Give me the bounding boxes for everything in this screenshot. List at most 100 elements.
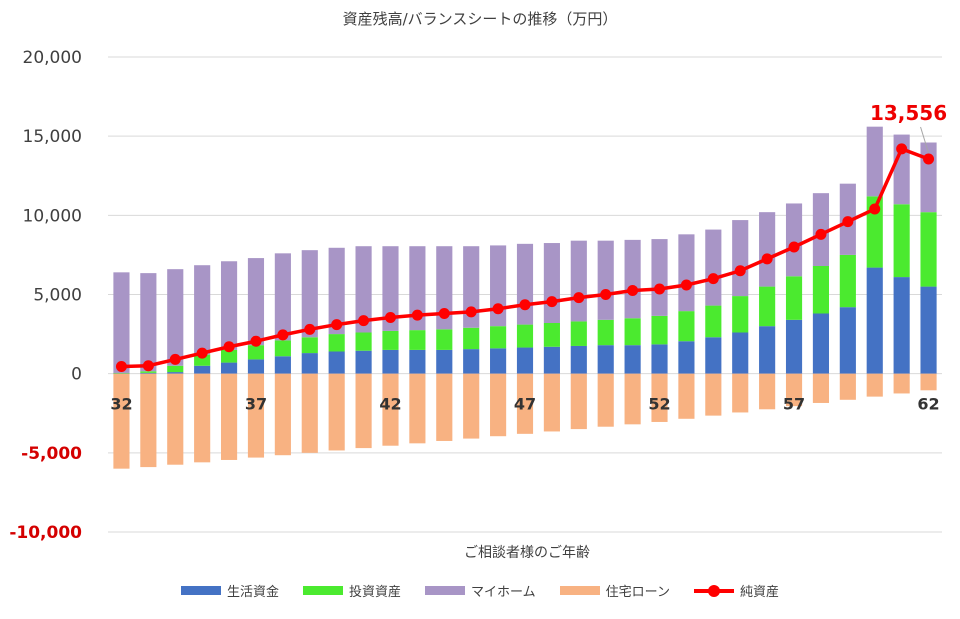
x-tick-label: 42 (379, 395, 401, 414)
bar-segment (355, 332, 372, 351)
bar-segment (247, 258, 265, 346)
bar-segment (328, 334, 345, 352)
bar-segment (732, 373, 749, 413)
bar-segment (167, 269, 184, 366)
bar-segment (785, 276, 803, 320)
bar-segment (705, 229, 722, 306)
y-tick-label: -10,000 (9, 523, 82, 543)
net-assets-line (115, 143, 935, 373)
x-tick-label: 47 (514, 395, 536, 414)
bar-segment (866, 196, 883, 268)
y-tick-label: 10,000 (23, 206, 82, 226)
line-point (842, 216, 854, 228)
legend: 生活資金 投資資産 マイホーム 住宅ローン 純資産 (0, 581, 960, 600)
bar-segment (759, 286, 776, 327)
bar-segment (382, 246, 399, 331)
bar-segment (812, 313, 830, 374)
line-point (815, 228, 827, 240)
bar-segment (274, 356, 291, 374)
bar-segment (463, 373, 480, 439)
bar-segment (893, 373, 910, 394)
bar-segment (893, 277, 910, 374)
bar-segment (543, 243, 560, 323)
line-point (654, 283, 666, 295)
bar-segment (839, 254, 856, 308)
bar-segment (274, 253, 291, 341)
x-tick-label: 57 (783, 395, 805, 414)
line-point (492, 303, 504, 315)
bar-segment (328, 247, 345, 335)
bar-segment (597, 345, 614, 374)
legend-item: マイホーム (425, 581, 536, 600)
bar-segment (490, 326, 507, 349)
bar-segment (678, 373, 695, 419)
bar-segment (705, 337, 722, 374)
bar-segment (516, 347, 534, 374)
bar-segment (328, 373, 345, 451)
bar-segment (678, 341, 695, 374)
bar-segment (651, 315, 668, 345)
bar-segment (624, 345, 641, 374)
bar-segment (812, 373, 830, 403)
bar-segment (113, 373, 130, 469)
bar-segment (194, 265, 211, 355)
line-point (250, 335, 262, 347)
bar-segment (463, 349, 480, 374)
callout-leader-line (920, 126, 930, 154)
bar-segment (301, 250, 318, 338)
bar-segment (355, 373, 372, 449)
line-point (304, 323, 316, 335)
bar-segment (516, 324, 534, 348)
bar-segment (866, 373, 883, 397)
bar-segment (382, 330, 399, 350)
bar-segment (301, 353, 318, 374)
bar-segment (167, 365, 184, 373)
line-point (519, 299, 531, 311)
legend-swatch (425, 586, 466, 595)
bar-segment (866, 267, 883, 374)
bar-segment (140, 373, 157, 468)
line-point (223, 341, 235, 353)
bar-segment (355, 246, 372, 333)
y-axis-ticks: 20,000 15,000 10,000 5,000 0 -5,000 -10,000 (9, 48, 82, 543)
bar-segment (436, 329, 453, 350)
legend-swatch (180, 586, 221, 595)
bar-segment (839, 373, 856, 400)
bar-segment (113, 372, 130, 374)
legend-item: 投資資産 (303, 581, 401, 600)
bar-segment (463, 246, 480, 328)
line-point (465, 306, 477, 318)
bar-segment (759, 326, 776, 374)
bars (113, 126, 937, 469)
line-point (707, 273, 719, 285)
bar-segment (382, 349, 399, 374)
line-point (680, 279, 692, 291)
bar-segment (436, 246, 453, 330)
bar-segment (839, 307, 856, 374)
legend-item: 住宅ローン (559, 581, 670, 600)
bar-segment (409, 373, 426, 444)
x-axis-ticks: 32 37 42 47 52 57 62 (110, 395, 939, 414)
line-point (923, 153, 935, 165)
bar-segment (167, 373, 184, 465)
bar-segment (436, 373, 453, 441)
line-point (546, 296, 558, 308)
bar-segment (274, 373, 291, 456)
line-point (331, 319, 343, 331)
bar-segment (570, 373, 587, 430)
line-point (600, 289, 612, 300)
line-point (384, 311, 396, 323)
line-point (734, 265, 746, 277)
bar-segment (920, 286, 937, 374)
bar-segment (597, 240, 614, 320)
line-point (115, 361, 127, 373)
bar-segment (785, 319, 803, 374)
bar-segment (247, 345, 265, 360)
legend-label: 投資資産 (349, 585, 402, 600)
bar-segment (490, 373, 507, 437)
bar-segment (328, 351, 345, 374)
bar-segment (651, 373, 668, 422)
legend-swatch (303, 586, 343, 595)
bar-segment (893, 204, 910, 278)
bar-segment (651, 344, 668, 374)
